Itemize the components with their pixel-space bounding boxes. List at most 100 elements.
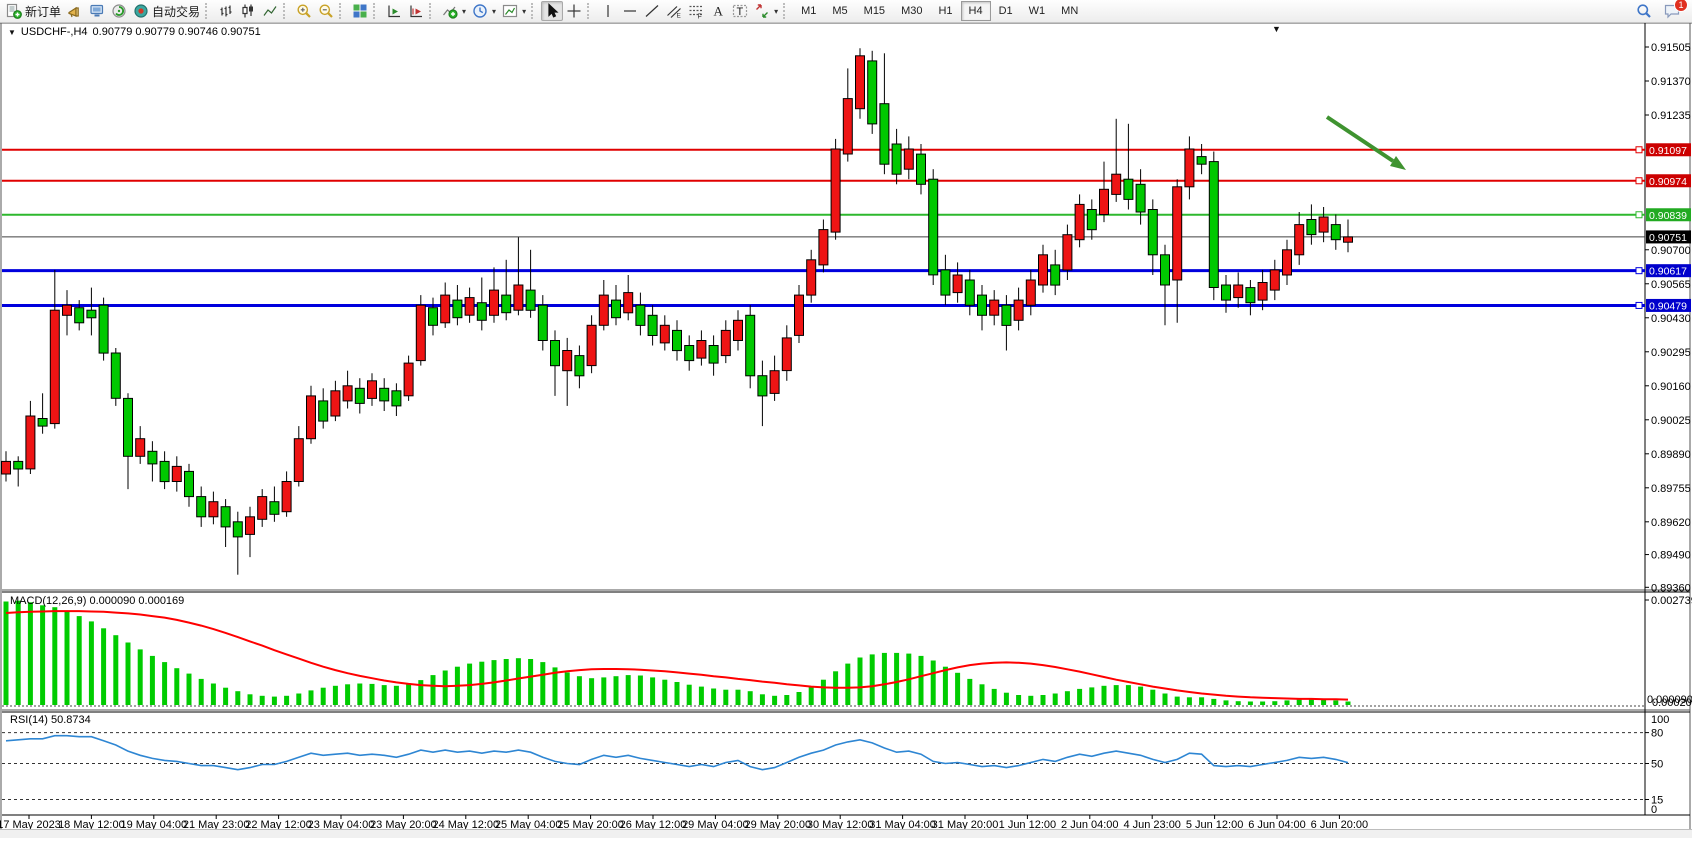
toolbar-group-grip <box>783 3 789 19</box>
chevron-down-icon: ▾ <box>522 6 527 16</box>
cursor-button[interactable] <box>541 1 564 21</box>
news-icon-button[interactable] <box>108 1 130 21</box>
svg-text:6 Jun 20:00: 6 Jun 20:00 <box>1311 819 1369 831</box>
trendline-button[interactable] <box>641 1 663 21</box>
crosshair-button[interactable] <box>563 1 585 21</box>
channel-button[interactable]: E <box>663 1 685 21</box>
svg-text:0.91097: 0.91097 <box>1649 145 1687 157</box>
timeframe-d1-button[interactable]: D1 <box>998 5 1013 17</box>
timeframe-h1-button[interactable]: H1 <box>938 5 953 17</box>
horizontal-line-button[interactable] <box>619 1 641 21</box>
news-icon <box>111 3 127 19</box>
timeframe-m5-button[interactable]: M5 <box>832 5 848 17</box>
svg-text:0.90479: 0.90479 <box>1649 300 1687 312</box>
macd-signal-line <box>5 610 1349 701</box>
zoom-in-button[interactable] <box>293 1 315 21</box>
indicator-icon <box>442 3 458 19</box>
svg-text:0.002739: 0.002739 <box>1651 595 1692 607</box>
toolbar-group-grip <box>373 3 379 19</box>
candlestick-series <box>1 48 1353 575</box>
pivot-line[interactable]: 0.90839 <box>2 208 1691 222</box>
svg-text:0.89360: 0.89360 <box>1651 582 1691 594</box>
fibonacci-button[interactable]: F <box>685 1 707 21</box>
macd-indicator-pane[interactable] <box>0 592 1645 710</box>
svg-text:E: E <box>677 13 682 20</box>
autotrading-button[interactable]: 自动交易 <box>130 1 203 21</box>
clock-icon <box>472 3 488 19</box>
timeframe-w1-button[interactable]: W1 <box>1028 5 1046 17</box>
search-button[interactable] <box>1633 1 1655 21</box>
toolbar-group-grip <box>283 3 289 19</box>
rsi-line <box>5 734 1349 771</box>
tiles-icon <box>352 3 368 19</box>
timeframe-m1-button[interactable]: M1 <box>801 5 817 17</box>
svg-text:2 Jun 04:00: 2 Jun 04:00 <box>1061 819 1119 831</box>
toolbar-group-grip <box>587 3 593 19</box>
time-axis[interactable] <box>0 816 1692 830</box>
svg-text:0.90751: 0.90751 <box>1649 232 1687 244</box>
bar-chart-button[interactable] <box>215 1 237 21</box>
chevron-down-icon: ▾ <box>774 6 779 16</box>
timeframe-m30-button[interactable]: M30 <box>901 5 923 17</box>
svg-text:21 May 23:00: 21 May 23:00 <box>183 819 250 831</box>
svg-text:17 May 2023: 17 May 2023 <box>0 819 61 831</box>
resistance-line-1[interactable]: 0.91097 <box>2 143 1691 157</box>
alert-icon-button[interactable] <box>64 1 86 21</box>
arrows-icon <box>754 3 770 19</box>
svg-text:A: A <box>714 4 724 19</box>
svg-text:0.90565: 0.90565 <box>1651 279 1691 291</box>
templates-dropdown[interactable]: ▾ <box>499 1 529 21</box>
svg-text:0.91235: 0.91235 <box>1651 110 1691 122</box>
new-order-button[interactable]: 新订单 <box>3 1 64 21</box>
support-line-2[interactable]: 0.90479 <box>2 298 1691 313</box>
resistance-line-2[interactable]: 0.90974 <box>2 174 1691 188</box>
annotation-arrow[interactable] <box>1325 115 1406 170</box>
vertical-line-button[interactable] <box>597 1 619 21</box>
channel-icon: E <box>666 3 682 19</box>
svg-text:24 May 12:00: 24 May 12:00 <box>432 819 499 831</box>
trendline-icon <box>644 3 660 19</box>
svg-text:0.000202: 0.000202 <box>1652 697 1692 709</box>
periods-dropdown[interactable]: ▾ <box>469 1 499 21</box>
price-axis-labels: 0.91505 0.91370 0.91235 0.90700 0.90565 0.904… <box>1645 42 1691 594</box>
toolbar-group-grip <box>429 3 435 19</box>
autoscroll-button[interactable] <box>383 1 405 21</box>
arrows-dropdown[interactable]: ▾ <box>751 1 781 21</box>
text-button[interactable]: A <box>707 1 729 21</box>
status-bar <box>0 829 1692 838</box>
timeframe-mn-button[interactable]: MN <box>1061 5 1079 17</box>
zoom-out-button[interactable] <box>315 1 337 21</box>
timeframe-h4-button[interactable]: H4 <box>960 1 991 21</box>
timeframe-m15-button[interactable]: M15 <box>863 5 886 17</box>
indicators-dropdown[interactable]: ▾ <box>439 1 469 21</box>
chart-scroll-marker-icon[interactable]: ▼ <box>1272 24 1281 34</box>
terminal-icon-button[interactable] <box>86 1 108 21</box>
svg-text:0.90025: 0.90025 <box>1651 415 1691 427</box>
chevron-down-icon: ▾ <box>492 6 497 16</box>
chat-button[interactable]: 1 <box>1661 0 1688 21</box>
price-axis[interactable] <box>1645 23 1692 815</box>
label-button[interactable]: T <box>729 1 751 21</box>
svg-text:0.89490: 0.89490 <box>1651 550 1691 562</box>
svg-text:25 May 20:00: 25 May 20:00 <box>557 819 624 831</box>
svg-text:6 Jun 04:00: 6 Jun 04:00 <box>1248 819 1306 831</box>
tile-windows-button[interactable] <box>349 1 371 21</box>
one-click-trading-toggle[interactable]: ▼ <box>8 27 16 37</box>
svg-text:0.000090: 0.000090 <box>1647 694 1692 706</box>
chartshift-icon <box>408 3 424 19</box>
chart-shift-button[interactable] <box>405 1 427 21</box>
candlestick-button[interactable] <box>237 1 259 21</box>
svg-text:1 Jun 12:00: 1 Jun 12:00 <box>999 819 1057 831</box>
toolbar: 新订单 自动交易 ▾ ▾ ▾ E F A T ▾ M1 M5 M15 M30 H1 H4 D1 W1 MN 1 <box>0 0 1692 23</box>
line-chart-button[interactable] <box>259 1 281 21</box>
main-chart-pane[interactable] <box>0 23 1645 590</box>
terminal-icon <box>89 3 105 19</box>
toolbar-group-grip <box>531 3 537 19</box>
candles-icon <box>240 3 256 19</box>
autotrading-icon <box>133 3 149 19</box>
svg-text:23 May 04:00: 23 May 04:00 <box>308 819 375 831</box>
rsi-indicator-pane[interactable] <box>0 712 1645 815</box>
svg-text:F: F <box>698 14 702 20</box>
